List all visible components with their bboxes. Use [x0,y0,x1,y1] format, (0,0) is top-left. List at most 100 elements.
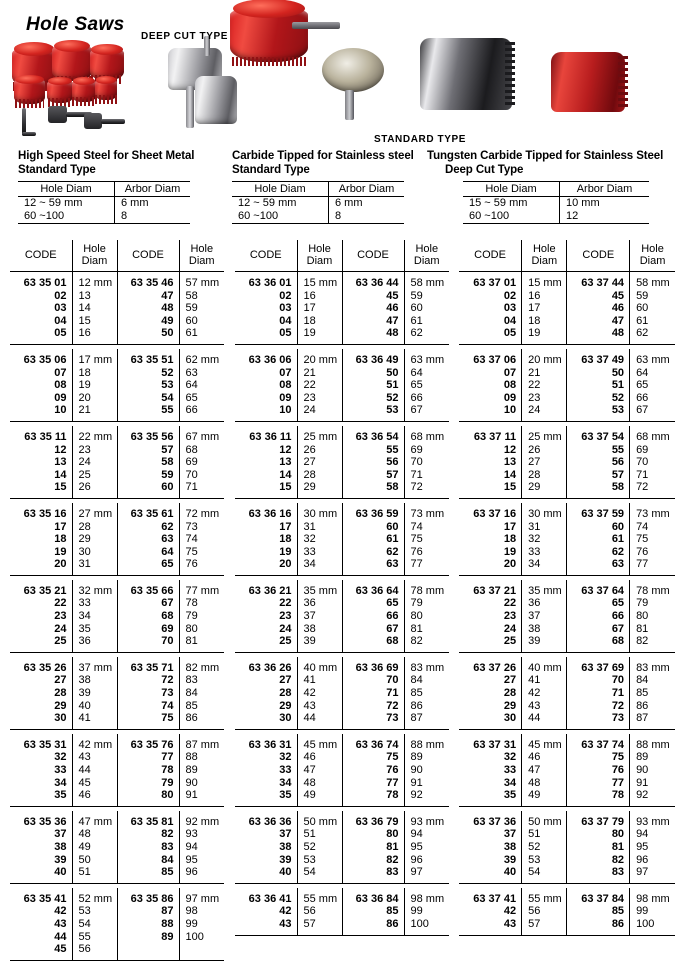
cell-hole-diam: 17 mm [71,348,117,367]
spec-a-row-2: 60 ~100 8 [18,209,190,224]
cell-hole-diam: 35 [71,622,117,636]
cell-hole-diam: 37 [521,610,567,623]
cell-code: 52 [341,391,404,405]
cell-code: 39 [503,853,517,866]
cell-hole-diam: 43 [296,699,342,713]
cell-code: 78 [566,789,630,807]
cell-code: 51 [566,379,630,392]
cell-hole-diam: 75 [629,533,675,546]
cell-hole-diam: 74 [178,533,224,546]
spec-c-arbor-1: 10 mm [559,196,649,210]
cell-code: 63 37 31 [473,738,517,751]
cell-hole-diam: 68 mm [403,425,449,444]
cell-code: 63 35 46 [116,271,179,290]
table-row: 27 38 72 83 [10,674,224,688]
arbor-2-shaft-icon [101,119,125,124]
cell-hole-diam: 96 [403,853,449,867]
cell-code: 62 [116,520,179,534]
code-tables: CODE Hole Diam CODE Hole Diam 63 35 01 12 mm 63 … [0,240,699,961]
cell-hole-diam: 97 [629,866,675,884]
spec-a-arbor-1: 6 mm [114,196,190,210]
cell-code: 68 [116,610,179,623]
cell-hole-diam: 34 [521,558,567,576]
spec-a-header-arbor: Arbor Diam [114,181,190,197]
cell-hole-diam: 39 [71,687,117,700]
cell-code: 85 [341,905,404,918]
cell-hole-diam: 89 [403,751,449,764]
table-row: 63 35 16 27 mm 63 35 61 72 mm [10,502,224,521]
table-row: 25 39 68 82 [235,635,449,653]
cell-code: 63 35 36 [23,815,67,828]
cell-code: 48 [566,327,630,345]
cell-hole-diam: 67 mm [178,425,224,444]
cell-code: 04 [54,314,67,327]
cell-hole-diam: 58 mm [629,271,675,290]
cell-hole-diam: 33 [71,597,117,611]
cell-code: 05 [235,327,297,345]
cell-code: 63 35 61 [116,502,179,521]
cell-code: 23 [54,610,67,623]
cell-hole-diam: 53 [296,853,342,867]
cell-hole-diam: 82 mm [178,656,224,675]
cell-hole-diam: 51 [521,828,567,841]
cell-hole-diam: 66 [178,404,224,422]
col-header-hole-diam: Hole Diam [629,240,675,272]
table-row: 12 26 55 69 [459,443,675,457]
section-carbide-tipped: Carbide Tipped for Stainless steel Stand… [232,150,432,224]
table-row: 17 28 62 73 [10,520,224,534]
cell-hole-diam: 17 [521,302,567,315]
cell-code: 32 [54,751,67,764]
red-hole-saw-small1-icon [14,74,45,108]
cell-code: 63 35 01 [23,277,67,289]
cell-code: 63 [116,533,179,546]
arbor-2-icon [84,113,102,129]
cell-code: 46 [566,302,630,315]
cell-hole-diam: 79 [629,597,675,611]
table-row: 63 36 41 55 mm 63 36 84 98 mm [235,887,449,906]
red-hole-saw-small2-icon [47,77,73,107]
table-row: 05 16 50 61 [10,327,224,345]
cell-code: 63 35 16 [23,507,67,520]
cell-code: 83 [566,866,630,884]
cell-code: 63 36 59 [341,502,404,521]
cell-code: 22 [54,597,67,610]
cell-code: 57 [566,468,630,482]
cell-code: 63 35 86 [116,887,179,906]
cell-code: 13 [279,456,292,469]
cell-hole-diam: 57 mm [178,271,224,290]
cell-code: 63 37 11 [473,430,517,443]
table-row: 27 41 70 84 [459,674,675,688]
cell-hole-diam: 78 [178,597,224,611]
hex-key-arm-icon [22,132,36,136]
cell-code: 62 [341,545,404,559]
cell-hole-diam: 43 [71,751,117,764]
cell-hole-diam: 55 mm [521,887,567,906]
cell-code: 80 [341,828,404,841]
section-a-heading-line1: High Speed Steel for Sheet Metal [18,150,195,162]
cell-code: 25 [459,635,522,653]
cell-hole-diam: 91 [403,776,449,790]
cell-hole-diam: 81 [178,635,224,653]
cell-code: 12 [279,443,292,456]
table-row: 10 21 55 66 [10,404,224,422]
cell-hole-diam: 73 mm [403,502,449,521]
cell-code: 30 [459,712,522,730]
cell-code: 66 [341,610,404,623]
col-header-code: CODE [566,240,630,272]
cell-code: 15 [235,481,297,499]
cell-code: 17 [279,520,292,533]
cell-hole-diam: 31 [71,558,117,576]
cell-hole-diam: 25 mm [521,425,567,444]
cell-code: 70 [341,674,404,688]
cell-hole-diam: 94 [403,828,449,841]
carbide-saw-head-icon [322,48,384,92]
cell-code: 77 [566,776,630,790]
table-row: 04 18 47 61 [459,314,675,328]
cell-code: 69 [116,622,179,636]
cell-code: 63 37 26 [473,661,517,674]
cell-code: 83 [341,866,404,884]
section-headings: High Speed Steel for Sheet Metal Standar… [0,150,699,240]
table-row: 39 53 82 96 [459,853,675,867]
cell-hole-diam: 46 [521,751,567,764]
table-row: 05 19 48 62 [235,327,449,345]
